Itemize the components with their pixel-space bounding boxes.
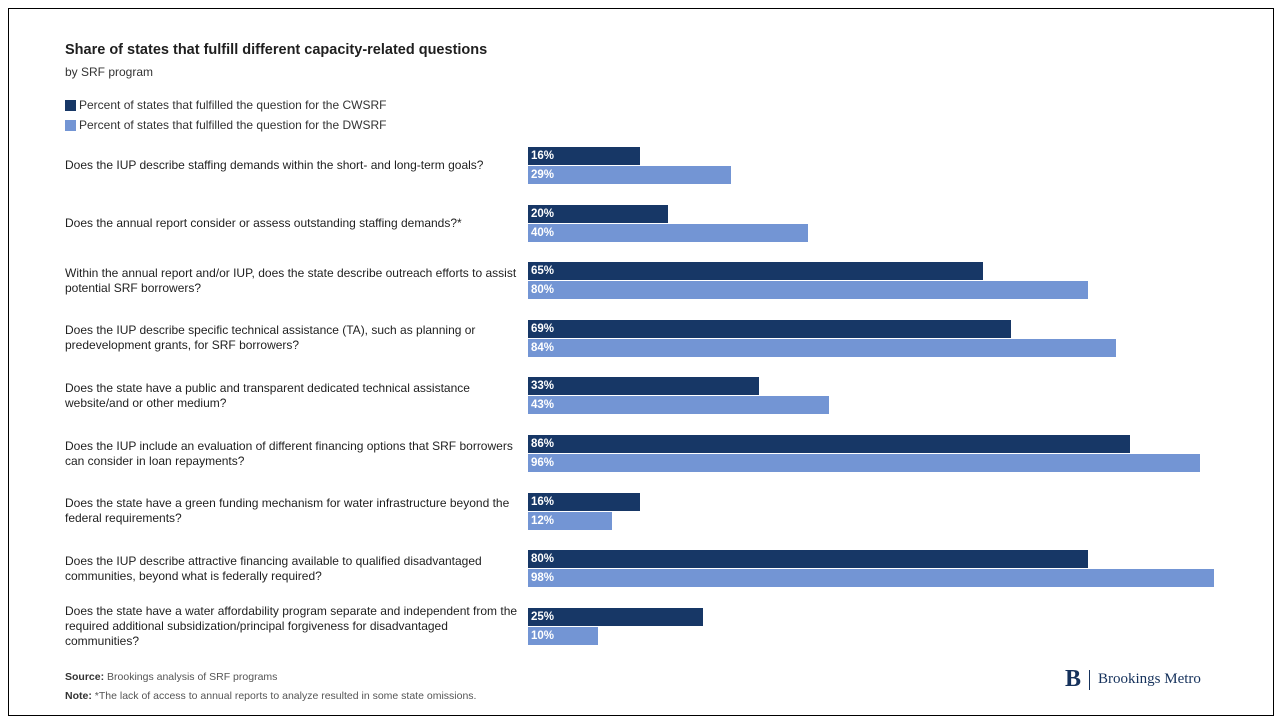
legend-swatch-dwsrf — [65, 119, 76, 131]
bar-label-cwsrf: 33% — [531, 380, 555, 393]
bar-label-cwsrf: 65% — [531, 265, 555, 278]
legend-swatch-cwsrf — [65, 99, 76, 111]
bar-label-dwsrf: 43% — [531, 399, 555, 412]
bar-label-cwsrf: 80% — [531, 553, 555, 566]
bar-cwsrf — [528, 377, 759, 396]
question-label: Does the IUP describe specific technical… — [65, 323, 476, 353]
question-label: Does the IUP describe attractive financi… — [65, 553, 482, 583]
bar-label-dwsrf: 12% — [531, 514, 555, 527]
bar-label-cwsrf: 25% — [531, 610, 555, 623]
legend-item-dwsrf: Percent of states that fulfilled the que… — [65, 118, 386, 132]
question-label: Does the annual report consider or asses… — [65, 215, 462, 230]
source-key: Source: — [65, 671, 105, 683]
question-label: Does the state have a public and transpa… — [65, 380, 470, 410]
source-text: Brookings analysis of SRF programs — [104, 671, 278, 683]
bar-label-cwsrf: 16% — [531, 150, 555, 162]
bar-dwsrf — [528, 338, 1116, 357]
bar-cwsrf — [528, 607, 703, 626]
logo-text: Brookings Metro — [1098, 671, 1201, 687]
bar-dwsrf — [528, 396, 829, 415]
bar-label-cwsrf: 20% — [531, 207, 555, 220]
bar-label-dwsrf: 96% — [531, 457, 555, 469]
bar-dwsrf — [528, 569, 1214, 588]
bar-label-dwsrf: 98% — [531, 572, 555, 585]
logo-mark: B — [1065, 666, 1082, 692]
bar-label-dwsrf: 29% — [531, 169, 555, 181]
bar-cwsrf — [528, 319, 1011, 338]
bar-dwsrf — [528, 166, 731, 184]
bar-label-dwsrf: 84% — [531, 341, 555, 354]
question-label: Does the state have a water affordabilit… — [65, 603, 518, 648]
bar-dwsrf — [528, 626, 598, 645]
bar-cwsrf — [528, 262, 983, 281]
question-label: Within the annual report and/or IUP, doe… — [65, 265, 517, 295]
bar-cwsrf — [528, 147, 640, 165]
bar-dwsrf — [528, 281, 1088, 300]
note-text: *The lack of access to annual reports to… — [91, 690, 477, 702]
chart-title: Share of states that fulfill different c… — [65, 42, 488, 58]
bar-label-cwsrf: 86% — [531, 438, 555, 450]
bar-label-dwsrf: 10% — [531, 629, 555, 642]
note-key: Note: — [65, 690, 92, 702]
brookings-logo: B Brookings Metro — [1065, 666, 1201, 693]
bar-cwsrf — [528, 435, 1130, 453]
bar-cwsrf — [528, 550, 1088, 569]
legend-label-cwsrf: Percent of states that fulfilled the que… — [79, 98, 387, 112]
bar-label-dwsrf: 40% — [531, 226, 555, 239]
legend-label-dwsrf: Percent of states that fulfilled the que… — [79, 118, 387, 132]
chart-frame — [8, 8, 1274, 716]
bar-dwsrf — [528, 223, 808, 242]
bar-label-cwsrf: 16% — [531, 495, 555, 508]
bar-cwsrf — [528, 492, 640, 511]
bar-cwsrf — [528, 204, 668, 223]
logo-divider — [1089, 669, 1091, 690]
question-label: Does the IUP include an evaluation of di… — [65, 438, 513, 468]
bar-dwsrf — [528, 454, 1200, 472]
chart-subtitle: by SRF program — [65, 65, 154, 79]
question-label: Does the state have a green funding mech… — [65, 496, 510, 526]
bar-label-dwsrf: 80% — [531, 284, 555, 297]
legend-item-cwsrf: Percent of states that fulfilled the que… — [65, 98, 386, 112]
question-label: Does the IUP describe staffing demands w… — [65, 158, 484, 172]
source-note: Source: Brookings analysis of SRF progra… — [65, 671, 277, 683]
bar-label-cwsrf: 69% — [531, 322, 555, 335]
bar-dwsrf — [528, 511, 612, 530]
footnote: Note: *The lack of access to annual repo… — [65, 690, 476, 702]
